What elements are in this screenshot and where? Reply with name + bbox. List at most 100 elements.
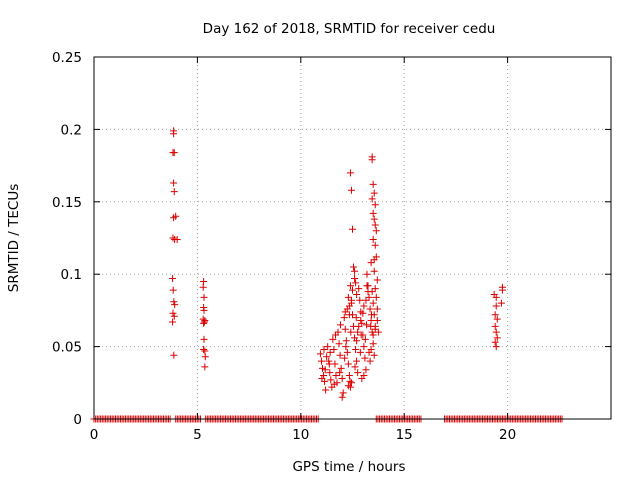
data-point [330, 345, 338, 353]
data-point [344, 293, 352, 301]
y-tick-label: 0.25 [52, 50, 82, 66]
data-point [369, 235, 377, 243]
data-point [352, 345, 360, 353]
data-point [364, 288, 372, 296]
data-point [200, 293, 208, 301]
data-point [369, 340, 377, 348]
data-point [170, 298, 178, 306]
data-point [170, 188, 178, 196]
data-point [341, 308, 349, 316]
data-point [320, 345, 328, 353]
data-point [326, 369, 334, 377]
data-point [367, 259, 375, 267]
data-point [350, 263, 358, 271]
data-point [346, 169, 354, 177]
data-point [360, 343, 368, 351]
data-point [370, 267, 378, 275]
x-axis-label: GPS time / hours [292, 459, 405, 475]
data-point [491, 322, 499, 330]
data-point [169, 318, 177, 326]
data-point [349, 225, 356, 233]
data-point [335, 340, 343, 348]
data-point [371, 221, 379, 229]
data-point [357, 317, 365, 325]
data-point [342, 343, 350, 351]
data-point [355, 322, 363, 330]
data-point [345, 311, 353, 319]
data-point [347, 379, 355, 387]
data-point [170, 149, 178, 157]
data-point [345, 372, 353, 380]
data-point [173, 235, 181, 243]
data-point [169, 234, 177, 242]
data-point [491, 311, 499, 319]
data-point [369, 299, 377, 307]
data-point [343, 348, 351, 356]
y-tick-label: 0.05 [52, 340, 82, 356]
data-point [347, 328, 355, 336]
data-point [491, 338, 499, 346]
data-point [329, 335, 337, 343]
data-point [353, 337, 361, 345]
grid-lines [94, 57, 611, 419]
data-point [370, 256, 378, 264]
data-point [352, 314, 360, 322]
data-point [493, 315, 501, 323]
data-point [169, 275, 177, 283]
data-point [339, 389, 347, 397]
data-point [200, 335, 208, 343]
data-points [90, 127, 566, 423]
data-point [317, 357, 325, 365]
data-point [358, 319, 366, 327]
data-point [369, 209, 377, 217]
data-point [368, 328, 376, 336]
data-point [360, 372, 368, 380]
data-point [492, 328, 500, 336]
data-point [355, 285, 363, 293]
data-point [169, 309, 177, 317]
chart-title: Day 162 of 2018, SRMTID for receiver ced… [203, 21, 496, 37]
data-point [370, 189, 378, 197]
data-point [332, 372, 340, 380]
data-point [332, 331, 340, 339]
data-point [200, 345, 208, 353]
data-point [170, 130, 178, 138]
data-point [493, 334, 501, 342]
data-point [340, 314, 348, 322]
data-point [351, 363, 359, 371]
x-tick-label: 15 [396, 427, 413, 443]
data-point [327, 376, 335, 384]
data-point [371, 201, 379, 209]
data-point [337, 321, 345, 329]
data-point [359, 309, 367, 317]
data-point [323, 353, 331, 361]
data-point [367, 345, 375, 353]
data-point [171, 301, 179, 309]
y-tick-label: 0 [73, 412, 82, 428]
data-point [366, 357, 374, 365]
data-point [325, 360, 333, 368]
data-point [337, 364, 345, 372]
data-point [353, 357, 361, 365]
data-point [368, 156, 376, 164]
data-point [338, 374, 346, 382]
data-point [368, 195, 376, 203]
data-point [344, 382, 352, 390]
data-point [322, 386, 330, 394]
data-point [352, 279, 360, 287]
data-point [346, 377, 354, 385]
data-point [351, 275, 359, 283]
data-point [362, 366, 370, 374]
data-point [338, 393, 346, 401]
data-point [324, 343, 332, 351]
data-point [201, 317, 209, 325]
data-point [170, 312, 178, 320]
data-point [341, 354, 349, 362]
data-point [492, 302, 500, 310]
data-point [369, 331, 377, 339]
data-point [363, 270, 371, 278]
axis-ticks: 0 5 10 15 20 0 0.05 0.1 0.15 0.2 0.25 [52, 50, 611, 443]
data-point [201, 363, 209, 371]
data-point [373, 276, 381, 284]
data-point [371, 285, 379, 293]
